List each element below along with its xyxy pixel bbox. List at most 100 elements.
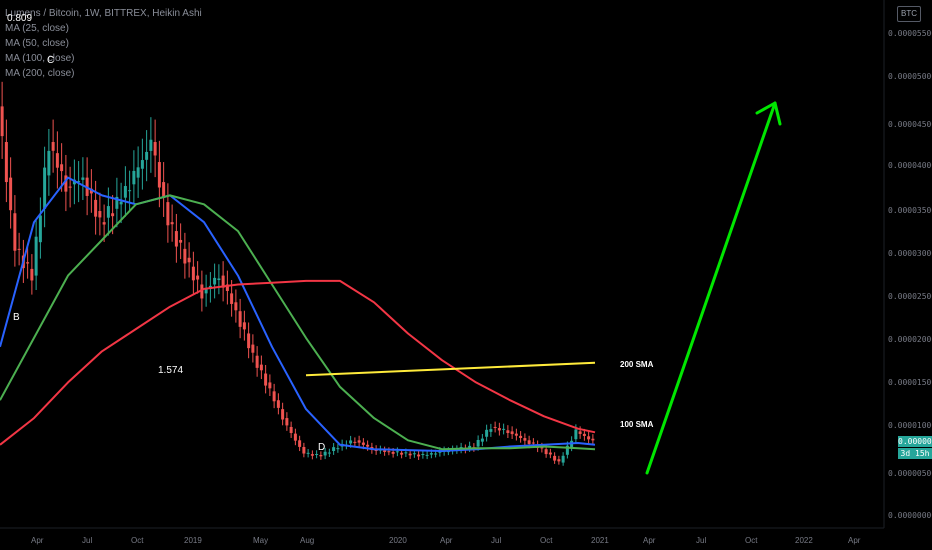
candle-up [119,201,123,205]
time-tick-label: 2022 [795,536,813,545]
candle-down [174,231,178,247]
candle-down [383,450,387,452]
ma25-line [0,176,596,452]
candle-down [13,213,17,251]
price-tick-label: 0.00000500 [888,469,932,478]
countdown-badge: 3d 15h [898,448,932,459]
candle-down [26,262,30,264]
candle-down [400,452,404,455]
candle-down [247,333,251,349]
indicator-ma25[interactable]: MA (25, close) [5,23,69,34]
candle-up [404,452,408,454]
candle-up [323,451,327,456]
candle-down [285,418,289,426]
candle-down [289,426,293,433]
wave-d-label: D [318,442,326,453]
candle-down [238,311,242,327]
candle-down [417,454,421,457]
candle-up [213,277,217,285]
time-tick-label: Jul [82,536,93,545]
candle-down [310,454,314,456]
candle-down [544,449,548,455]
indicator-ma200[interactable]: MA (200, close) [5,68,75,79]
candle-down [519,435,523,438]
candle-down [242,322,246,330]
wave-c-label: C [47,55,55,66]
candle-up [574,429,578,440]
candle-down [17,248,21,250]
candle-up [429,453,433,455]
indicator-ma100[interactable]: MA (100, close) [5,53,75,64]
time-tick-label: May [253,536,269,545]
candle-down [166,202,170,226]
candle-down [230,293,234,304]
candle-down [60,164,64,172]
fib-mid-label: 1.574 [158,365,184,376]
candle-down [179,239,183,243]
candle-down [276,400,280,408]
candle-down [191,266,195,281]
price-tick-label: 0.00000000 [888,511,932,520]
candle-up [332,447,336,451]
time-tick-label: Apr [643,536,656,545]
price-tick-label: 0.00003500 [888,206,932,215]
candle-down [0,106,4,137]
candle-up [336,448,340,450]
candle-down [557,459,561,462]
symbol-title[interactable]: Lumens / Bitcoin, 1W, BITTREX, Heikin As… [5,8,202,19]
candle-down [251,344,255,353]
candle-down [157,162,161,188]
candle-down [264,373,268,386]
candle-down [293,433,297,441]
candle-up [136,167,140,178]
candle-up [434,453,438,455]
time-tick-label: Aug [300,536,315,545]
candle-down [366,444,370,447]
candle-down [497,428,501,431]
candle-up [476,439,480,447]
candle-up [425,454,429,456]
candle-up [306,452,310,454]
candle-down [302,446,306,454]
wave-b-label: B [13,312,20,323]
candle-up [565,445,569,455]
price-axis[interactable] [884,0,932,550]
candle-up [480,438,484,442]
candle-down [102,222,106,225]
time-tick-label: 2021 [591,536,609,545]
candle-up [502,428,506,430]
time-tick-label: Oct [540,536,553,545]
candle-up [106,206,110,218]
candle-down [587,436,591,440]
candle-down [523,438,527,441]
indicator-ma50[interactable]: MA (50, close) [5,38,69,49]
candle-up [327,452,331,454]
price-tick-label: 0.00004500 [888,120,932,129]
price-tick-label: 0.00002000 [888,335,932,344]
candle-up [81,177,85,180]
price-tick-label: 0.00003000 [888,249,932,258]
candle-down [255,355,259,368]
candle-up [489,429,493,432]
time-tick-label: Apr [31,536,44,545]
candle-up [217,278,221,281]
candle-down [9,177,13,211]
candle-down [111,213,115,217]
candle-up [77,181,81,183]
candle-down [30,268,34,281]
time-tick-label: Apr [848,536,861,545]
price-tick-label: 0.00005000 [888,72,932,81]
projection-arrow [645,101,782,475]
arrow-head [755,101,782,126]
ma-lines [0,176,596,452]
legend: Lumens / Bitcoin, 1W, BITTREX, Heikin As… [5,6,202,81]
candle-down [357,440,361,443]
currency-button[interactable]: BTC [897,6,921,22]
candle-up [149,139,153,151]
candle-down [268,382,272,389]
candle-down [540,446,544,449]
arrow-shaft [645,101,777,475]
candle-down [361,442,365,445]
